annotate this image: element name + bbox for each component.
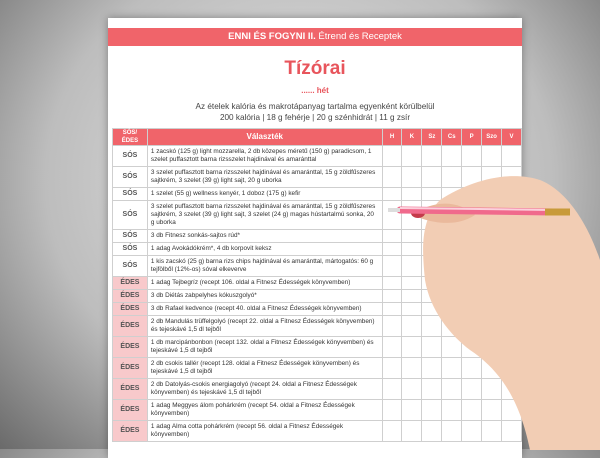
- header-subtitle: Étrend és Receptek: [318, 31, 402, 42]
- info-line2: 200 kalória | 18 g fehérje | 20 g szénhi…: [219, 113, 411, 122]
- pen-icon: [388, 206, 570, 216]
- checkbox-cell[interactable]: [381, 145, 403, 167]
- choice-cell: 1 adag Meggyes álom pohárkrém (recept 54…: [146, 399, 383, 421]
- type-cell: SÓS: [112, 200, 148, 230]
- type-cell: ÉDES: [112, 378, 148, 400]
- week-label: ...... hét: [301, 86, 329, 95]
- choice-cell: 3 db Rafael kedvence (recept 40. oldal a…: [146, 302, 383, 316]
- checkbox-cell[interactable]: [441, 420, 463, 442]
- brand: ENNI ÉS FOGYNI: [228, 31, 306, 42]
- choice-cell: 1 adag Avokádókrém*, 4 db korpovit keksz: [146, 242, 383, 256]
- day-header: P: [461, 128, 483, 146]
- choice-cell: 1 kis zacskó (25 g) barna rizs chips haj…: [146, 255, 383, 277]
- choice-cell: 1 zacskó (125 g) light mozzarella, 2 db …: [146, 145, 383, 167]
- type-cell: ÉDES: [112, 302, 148, 316]
- checkbox-cell[interactable]: [501, 145, 522, 167]
- type-header: SÓS/ ÉDES: [112, 128, 148, 146]
- nutrition-info: Az ételek kalória és makrotápanyag tarta…: [108, 101, 522, 123]
- choice-cell: 1 adag Alma cotta pohárkrém (recept 56. …: [146, 420, 383, 442]
- checkbox-cell[interactable]: [421, 145, 443, 167]
- day-header: H: [381, 128, 403, 146]
- type-cell: ÉDES: [112, 336, 148, 358]
- checkbox-cell[interactable]: [441, 145, 463, 167]
- checkbox-cell[interactable]: [401, 145, 423, 167]
- choice-cell: 2 db Mandulás trüffelgolyó (recept 22. o…: [146, 315, 383, 337]
- choice-header: Választék: [146, 128, 383, 146]
- type-cell: ÉDES: [112, 420, 148, 442]
- type-cell: SÓS: [112, 242, 148, 256]
- type-cell: SÓS: [112, 145, 148, 167]
- checkbox-cell[interactable]: [461, 145, 483, 167]
- choice-cell: 1 adag Tejbegríz (recept 106. oldal a Fi…: [146, 276, 383, 290]
- type-cell: ÉDES: [112, 289, 148, 303]
- choice-cell: 3 szelet puffasztott barna rizsszelet ha…: [146, 200, 383, 230]
- header-bar: ENNI ÉS FOGYNI II. Étrend és Receptek: [108, 28, 522, 46]
- info-line1: Az ételek kalória és makrotápanyag tarta…: [195, 102, 435, 111]
- type-cell: ÉDES: [112, 357, 148, 379]
- checkbox-cell[interactable]: [481, 145, 503, 167]
- type-cell: SÓS: [112, 187, 148, 201]
- day-header: K: [401, 128, 423, 146]
- day-header: Szo: [481, 128, 503, 146]
- checkbox-cell[interactable]: [481, 420, 503, 442]
- part: II.: [307, 31, 316, 42]
- page-title: Tízórai: [284, 58, 346, 79]
- table-row: SÓS 1 zacskó (125 g) light mozzarella, 2 …: [112, 145, 522, 167]
- choice-cell: 3 db Fitnesz sonkás-sajtos rúd*: [146, 229, 383, 243]
- choice-cell: 1 szelet (55 g) wellness kenyér, 1 doboz…: [146, 187, 383, 201]
- type-cell: ÉDES: [112, 399, 148, 421]
- choice-cell: 3 szelet puffasztott barna rizsszelet ha…: [146, 166, 383, 188]
- type-cell: ÉDES: [112, 276, 148, 290]
- day-header: Sz: [421, 128, 443, 146]
- checkbox-cell[interactable]: [501, 420, 522, 442]
- hand-icon: [423, 176, 600, 450]
- hand-with-pen: [388, 176, 600, 450]
- type-cell: SÓS: [112, 166, 148, 188]
- type-cell: ÉDES: [112, 315, 148, 337]
- table-row: ÉDES 1 adag Alma cotta pohárkrém (recept …: [112, 420, 522, 442]
- type-cell: SÓS: [112, 255, 148, 277]
- day-header: Cs: [441, 128, 463, 146]
- choice-cell: 2 db Datolyás-csokis energiagolyó (recep…: [146, 378, 383, 400]
- type-cell: SÓS: [112, 229, 148, 243]
- choice-cell: 3 db Diétás zabpelyhes kókuszgolyó*: [146, 289, 383, 303]
- day-header: V: [501, 128, 522, 146]
- choice-cell: 1 db marcipánbonbon (recept 132. oldal a…: [146, 336, 383, 358]
- choice-cell: 2 db csokis tallér (recept 128. oldal a …: [146, 357, 383, 379]
